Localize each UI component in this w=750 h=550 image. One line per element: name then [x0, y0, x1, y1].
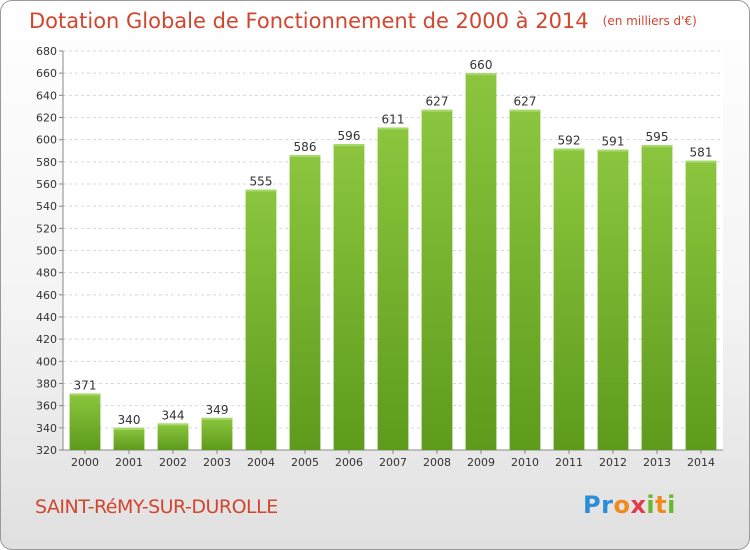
data-label: 592	[558, 134, 581, 148]
bar-highlight	[113, 427, 145, 430]
bar	[465, 73, 497, 451]
data-label: 595	[646, 130, 669, 144]
x-tick-label: 2006	[335, 456, 363, 469]
y-tick-label: 600	[36, 134, 57, 147]
logo-letter: x	[630, 491, 647, 519]
y-tick-label: 540	[36, 200, 57, 213]
y-tick-label: 580	[36, 156, 57, 169]
data-label: 596	[338, 129, 361, 143]
bar-highlight	[201, 417, 233, 420]
bar	[553, 148, 585, 451]
data-label: 555	[250, 175, 273, 189]
bar	[113, 427, 145, 450]
bar	[509, 109, 541, 450]
bar	[289, 155, 321, 450]
bar-highlight	[685, 160, 717, 163]
x-tick-label: 2005	[291, 456, 319, 469]
y-tick-label: 680	[36, 45, 57, 58]
logo-letter: r	[601, 491, 614, 519]
y-tick-label: 640	[36, 89, 57, 102]
logo-letter: i	[667, 491, 676, 519]
y-tick-label: 440	[36, 311, 57, 324]
x-tick-label: 2014	[687, 456, 715, 469]
bar	[201, 417, 233, 450]
logo-letter: o	[613, 491, 631, 519]
bar	[421, 109, 453, 450]
y-tick-label: 500	[36, 245, 57, 258]
data-label: 591	[602, 135, 625, 149]
bar-highlight	[641, 145, 673, 148]
chart-unit-note: (en milliers d'€)	[602, 14, 697, 28]
y-tick-label: 620	[36, 112, 57, 125]
data-label: 660	[470, 58, 493, 72]
bar-highlight	[69, 393, 101, 396]
y-tick-label: 560	[36, 178, 57, 191]
data-label: 586	[294, 140, 317, 154]
bar-highlight	[333, 144, 365, 147]
bar	[597, 149, 629, 450]
data-label: 611	[382, 112, 405, 126]
x-tick-label: 2007	[379, 456, 407, 469]
y-tick-label: 340	[36, 422, 57, 435]
chart-title: Dotation Globale de Fonctionnement de 20…	[29, 9, 697, 33]
bar-highlight	[377, 127, 409, 130]
bar	[157, 423, 189, 450]
bar-highlight	[465, 73, 497, 76]
proxiti-logo: Proxiti	[583, 491, 676, 519]
x-tick-label: 2010	[511, 456, 539, 469]
bar-highlight	[597, 149, 629, 152]
bar-highlight	[553, 148, 585, 151]
data-label: 627	[426, 95, 449, 109]
y-tick-label: 420	[36, 333, 57, 346]
y-tick-label: 320	[36, 444, 57, 457]
bar	[685, 160, 717, 450]
y-tick-label: 360	[36, 400, 57, 413]
bar-highlight	[509, 109, 541, 112]
y-tick-label: 400	[36, 355, 57, 368]
y-tick-label: 660	[36, 67, 57, 80]
bar-highlight	[421, 109, 453, 112]
bar	[69, 393, 101, 450]
x-tick-label: 2000	[71, 456, 99, 469]
logo-letter: t	[655, 491, 668, 519]
bar-highlight	[157, 423, 189, 426]
data-label: 340	[118, 413, 141, 427]
bar	[333, 144, 365, 450]
x-tick-label: 2011	[555, 456, 583, 469]
data-label: 627	[514, 95, 537, 109]
x-tick-label: 2002	[159, 456, 187, 469]
x-tick-label: 2004	[247, 456, 275, 469]
bar	[377, 127, 409, 450]
x-tick-label: 2001	[115, 456, 143, 469]
data-label: 349	[206, 403, 229, 417]
y-tick-label: 380	[36, 378, 57, 391]
bar	[641, 145, 673, 451]
bar-highlight	[245, 189, 277, 192]
y-tick-label: 460	[36, 289, 57, 302]
data-label: 344	[162, 408, 185, 422]
logo-letter: i	[646, 491, 656, 519]
commune-name: SAINT-RéMY-SUR-DUROLLE	[35, 496, 278, 518]
bar-chart: 320 340 360 380 400 420 440 460 480 500 520 540 560 5…	[36, 45, 723, 469]
y-tick-label: 520	[36, 222, 57, 235]
y-tick-label: 480	[36, 267, 57, 280]
data-label: 581	[690, 146, 713, 160]
bar-highlight	[289, 155, 321, 158]
x-tick-label: 2008	[423, 456, 451, 469]
logo-letter: P	[583, 491, 602, 519]
x-tick-label: 2009	[467, 456, 495, 469]
bar	[245, 189, 277, 450]
data-label: 371	[74, 378, 97, 392]
x-tick-label: 2012	[599, 456, 627, 469]
x-tick-label: 2003	[203, 456, 231, 469]
chart-title-text: Dotation Globale de Fonctionnement de 20…	[29, 9, 589, 33]
x-tick-label: 2013	[643, 456, 671, 469]
